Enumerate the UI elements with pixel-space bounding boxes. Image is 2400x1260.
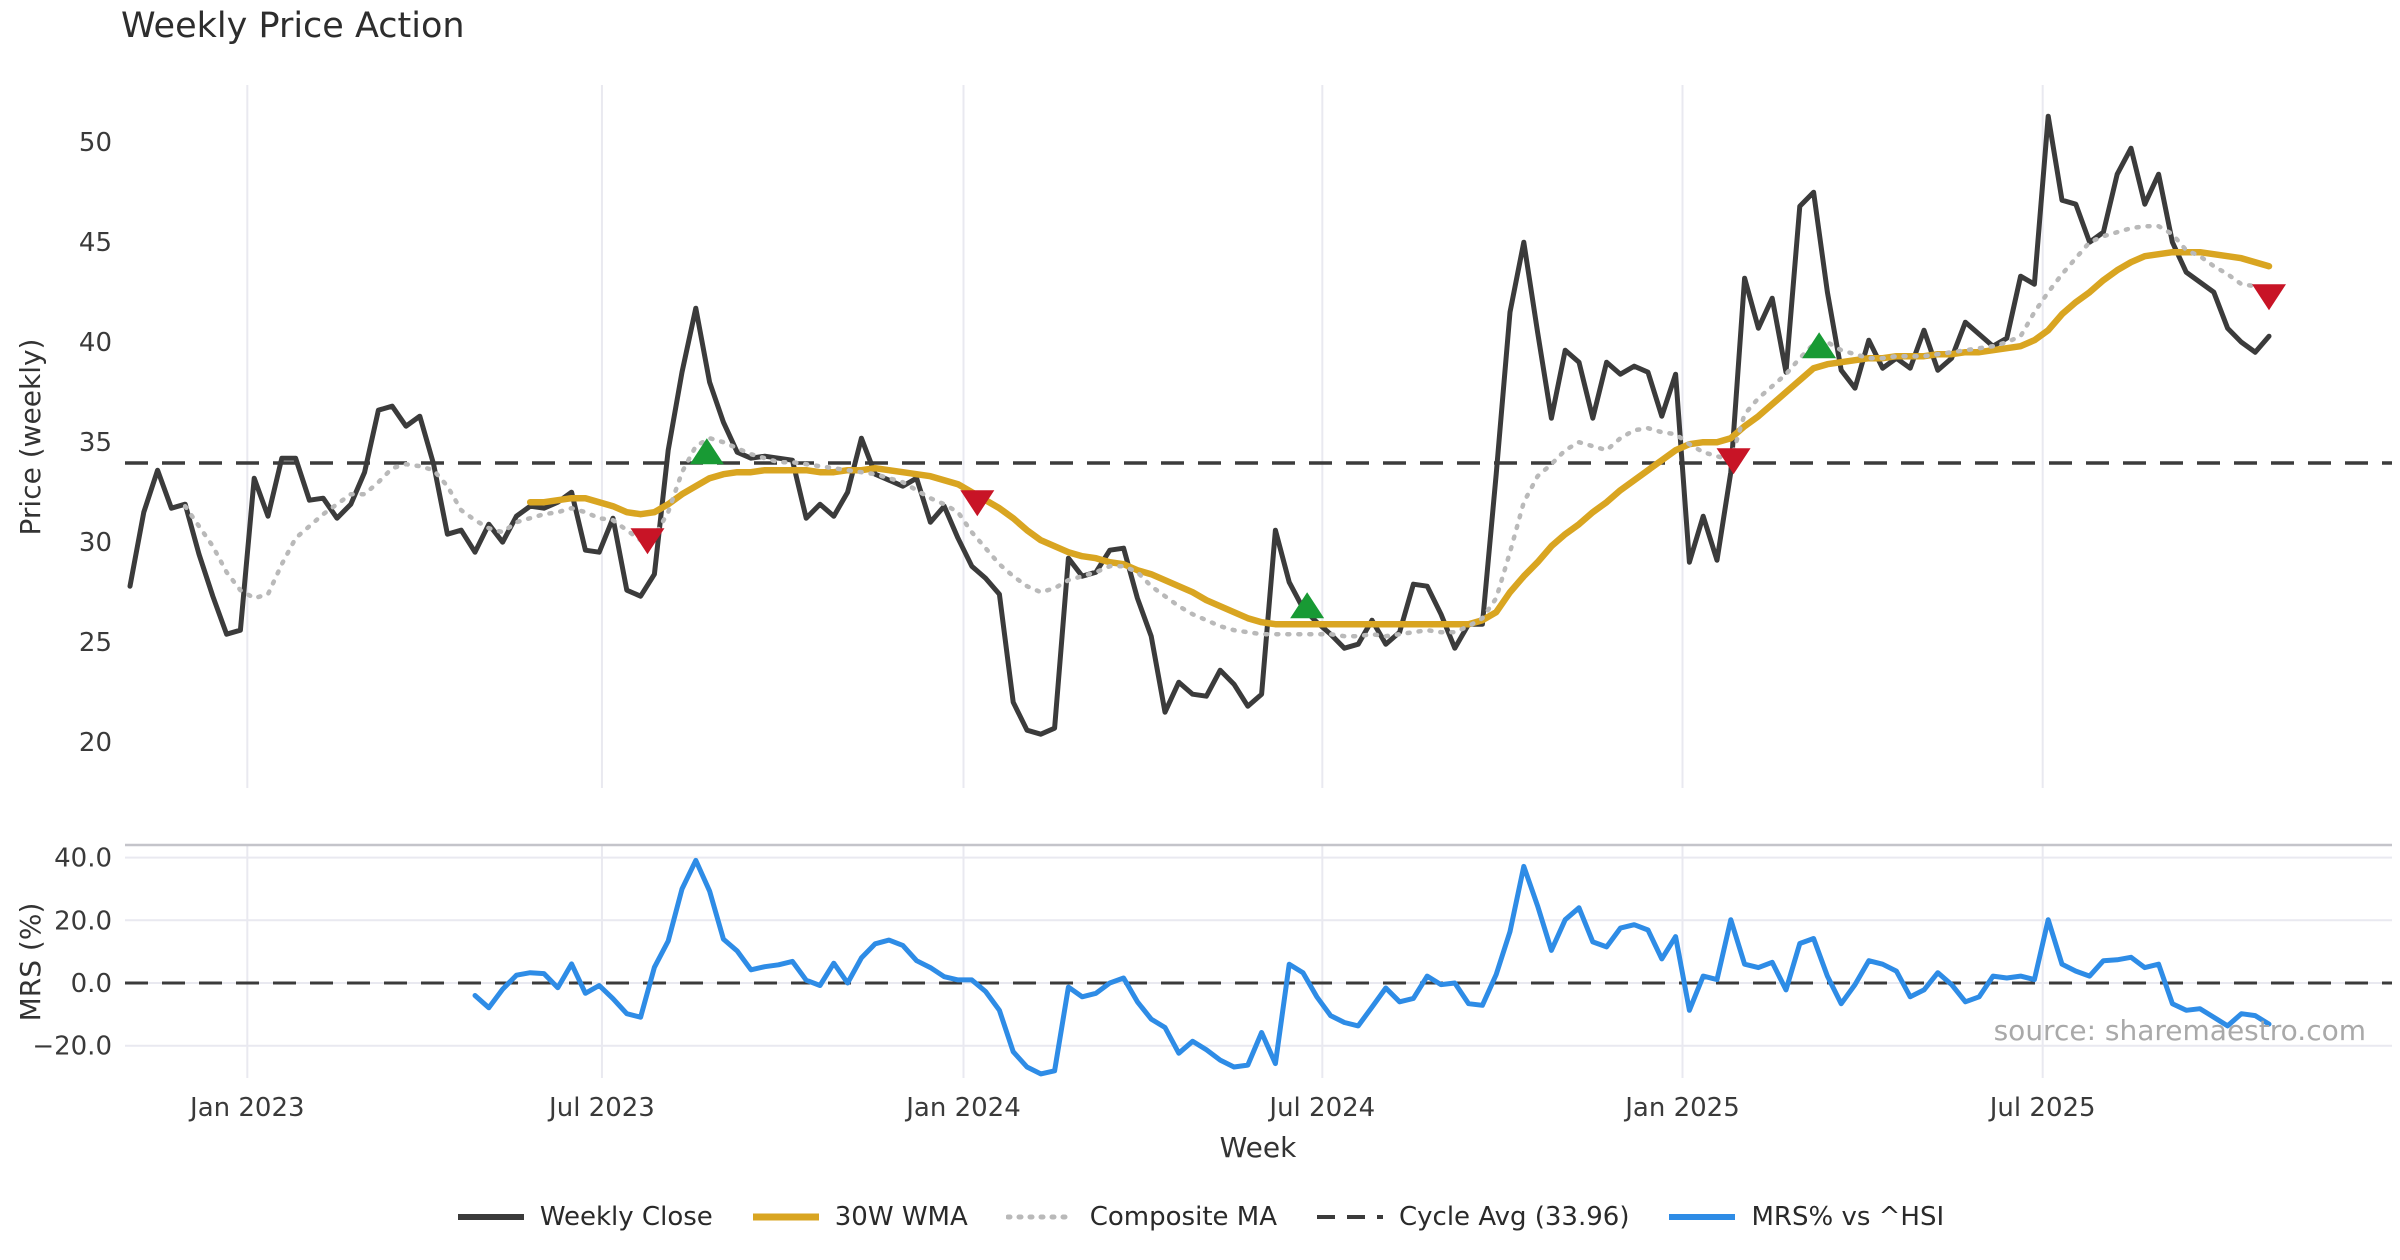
chart-title: Weekly Price Action	[121, 6, 465, 46]
legend-label: MRS% vs ^HSI	[1751, 1202, 1945, 1232]
legend-item-weekly-close: Weekly Close	[456, 1202, 713, 1232]
source-label: source: sharemaestro.com	[1993, 1014, 2366, 1047]
legend-label: Weekly Close	[539, 1202, 713, 1232]
mrs-y-tick-label: 40.0	[54, 844, 112, 874]
legend-item-cycle-avg-33-96: Cycle Avg (33.96)	[1315, 1202, 1629, 1232]
legend-item-mrs-vs-hsi: MRS% vs ^HSI	[1667, 1202, 1944, 1232]
legend-item-composite-ma: Composite MA	[1005, 1202, 1277, 1232]
legend-label: Cycle Avg (33.96)	[1399, 1202, 1630, 1232]
mrs-y-tick-label: 0.0	[71, 969, 112, 999]
weekly-close-line	[127, 113, 2272, 737]
price-y-tick-label: 40	[79, 328, 112, 358]
wma-30w-line	[526, 248, 2273, 628]
mrs-y-tick-label: −20.0	[32, 1032, 112, 1062]
x-tick-label: Jan 2023	[188, 1093, 305, 1123]
legend-swatch	[752, 1213, 819, 1221]
legend-swatch	[457, 1214, 524, 1220]
composite-ma-line	[182, 223, 2258, 639]
legend-item-30w-wma: 30W WMA	[751, 1202, 968, 1232]
x-tick-label: Jul 2023	[547, 1093, 655, 1123]
legend-swatch	[1317, 1215, 1383, 1219]
price-y-tick-label: 20	[79, 728, 112, 758]
legend-label: Composite MA	[1089, 1202, 1277, 1232]
x-tick-label: Jan 2024	[904, 1093, 1021, 1123]
legend-label: 30W WMA	[834, 1202, 968, 1232]
sell-signal-marker	[2252, 284, 2286, 311]
buy-signal-marker	[689, 438, 724, 465]
x-tick-label: Jan 2025	[1623, 1093, 1740, 1123]
price-y-tick-label: 45	[79, 228, 112, 258]
price-axis-label: Price (weekly)	[14, 339, 47, 536]
mrs-line	[472, 857, 2272, 1077]
mrs-y-tick-label: 20.0	[54, 906, 112, 936]
buy-signal-marker	[1290, 592, 1325, 619]
price-y-tick-label: 30	[79, 528, 112, 558]
x-tick-label: Jul 2025	[1988, 1093, 2096, 1123]
sell-signal-marker	[630, 528, 665, 555]
price-y-tick-label: 50	[79, 128, 112, 158]
mrs-axis-label: MRS (%)	[14, 903, 47, 1022]
price-y-tick-label: 35	[79, 428, 112, 458]
sell-signal-marker	[1716, 448, 1751, 475]
legend-swatch	[1669, 1214, 1736, 1220]
x-axis-label: Week	[1220, 1131, 1297, 1164]
price-y-tick-label: 25	[79, 628, 112, 658]
buy-signal-marker	[1802, 332, 1837, 359]
sell-signal-marker	[960, 490, 995, 517]
x-tick-label: Jul 2024	[1267, 1093, 1375, 1123]
legend-swatch	[1005, 1214, 1076, 1220]
legend: Weekly Close 30W WMA Composite MA Cycle Avg…	[0, 1202, 2400, 1232]
